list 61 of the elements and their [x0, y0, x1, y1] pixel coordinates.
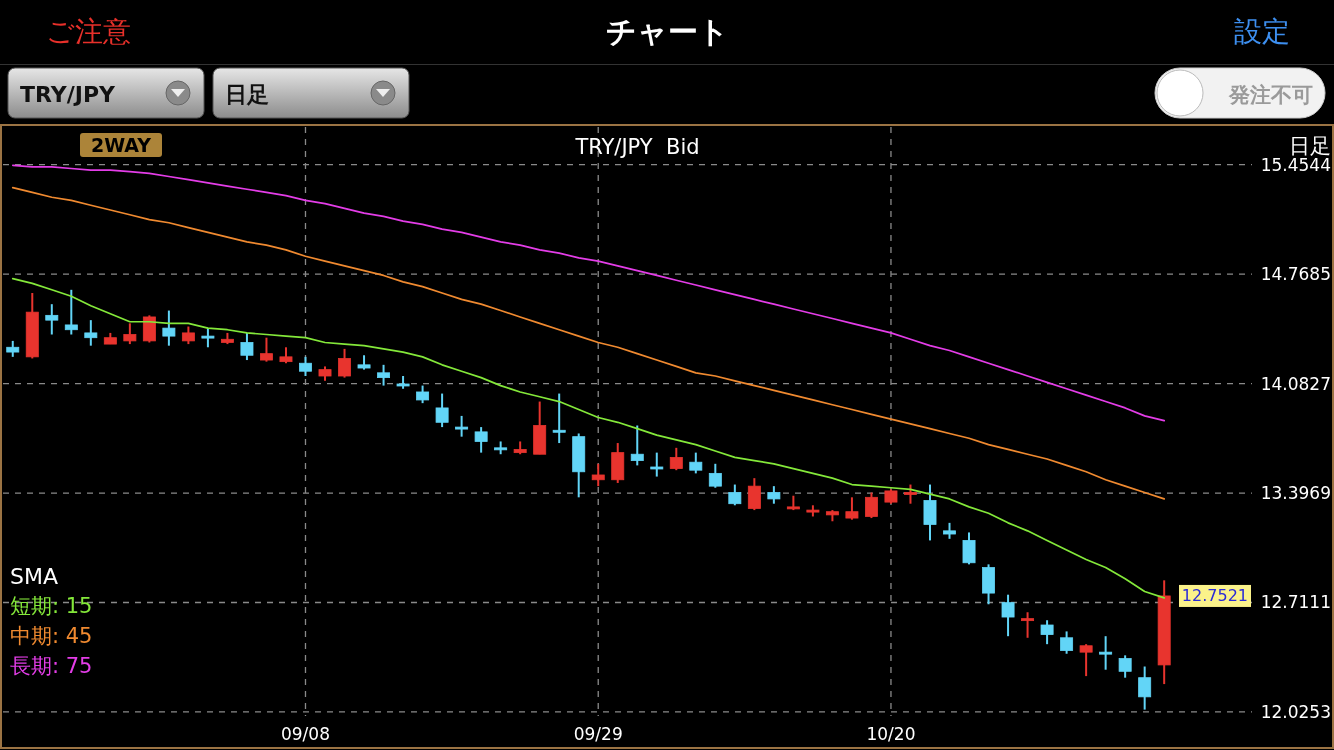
candlestick: [1021, 611, 1035, 639]
text: 長期: 75: [10, 654, 93, 678]
candlestick: [260, 336, 273, 363]
y-tick-label: 14.0827: [1260, 373, 1331, 394]
y-tick-label: 14.7685: [1260, 264, 1331, 285]
x-tick-label: 10/20: [866, 724, 916, 744]
candlestick: [728, 483, 742, 507]
annotation: 2WAY: [91, 134, 152, 156]
y-tick-label: 12.7111: [1260, 592, 1331, 613]
candlestick: [708, 462, 722, 489]
candlestick: [162, 309, 176, 347]
candlestick: [1118, 654, 1132, 679]
candlestick: [1060, 630, 1074, 655]
text: 日足: [225, 81, 269, 107]
candlestick: [1099, 635, 1113, 671]
candlestick: [689, 451, 703, 475]
y-tick-label: 13.3969: [1260, 483, 1331, 504]
candlestick: [962, 531, 976, 566]
candlestick: [474, 426, 488, 454]
candlestick: [552, 392, 566, 445]
text: 設定: [1234, 14, 1290, 48]
legend-title: SMA: [10, 563, 58, 589]
candlestick: [650, 451, 664, 478]
candlestick: [904, 483, 917, 505]
candlestick: [865, 491, 878, 520]
candlestick: [669, 446, 683, 472]
candlestick: [1138, 665, 1152, 711]
y-tick-label: 12.0253: [1260, 701, 1331, 722]
candlestick: [845, 496, 859, 521]
candlestick: [64, 288, 78, 336]
candlestick: [1079, 643, 1093, 678]
candlestick: [299, 355, 312, 378]
candlestick: [240, 331, 254, 362]
candlestick: [45, 303, 59, 336]
text: 中期: 45: [10, 624, 93, 648]
x-tick-label: 09/08: [280, 724, 330, 744]
text: ご注意: [45, 14, 131, 48]
candlestick: [142, 314, 156, 344]
candlestick: [201, 327, 215, 349]
candlestick: [923, 483, 937, 542]
text: 12.7521: [1181, 586, 1248, 606]
candlestick: [84, 319, 98, 347]
candlestick: [455, 414, 469, 438]
candlestick: [747, 477, 761, 512]
candlestick: [591, 462, 605, 488]
candlestick: [123, 322, 137, 346]
candlestick: [1040, 619, 1054, 646]
candlestick: [630, 424, 644, 467]
text: 発注不可: [1228, 83, 1313, 107]
candlestick: [377, 363, 390, 387]
candlestick: [338, 347, 351, 379]
text: 短期: 15: [10, 594, 93, 618]
line-series: [11, 164, 1166, 422]
line-series: [11, 186, 1166, 500]
text: チャート: [605, 13, 729, 49]
candlestick: [435, 392, 449, 429]
text: TRY/JPY: [20, 81, 117, 107]
text: 日足: [1289, 134, 1331, 158]
x-tick-label: 09/29: [573, 724, 623, 744]
candlestick: [1001, 593, 1015, 638]
chart-title: TRY/JPY Bid: [574, 135, 700, 159]
